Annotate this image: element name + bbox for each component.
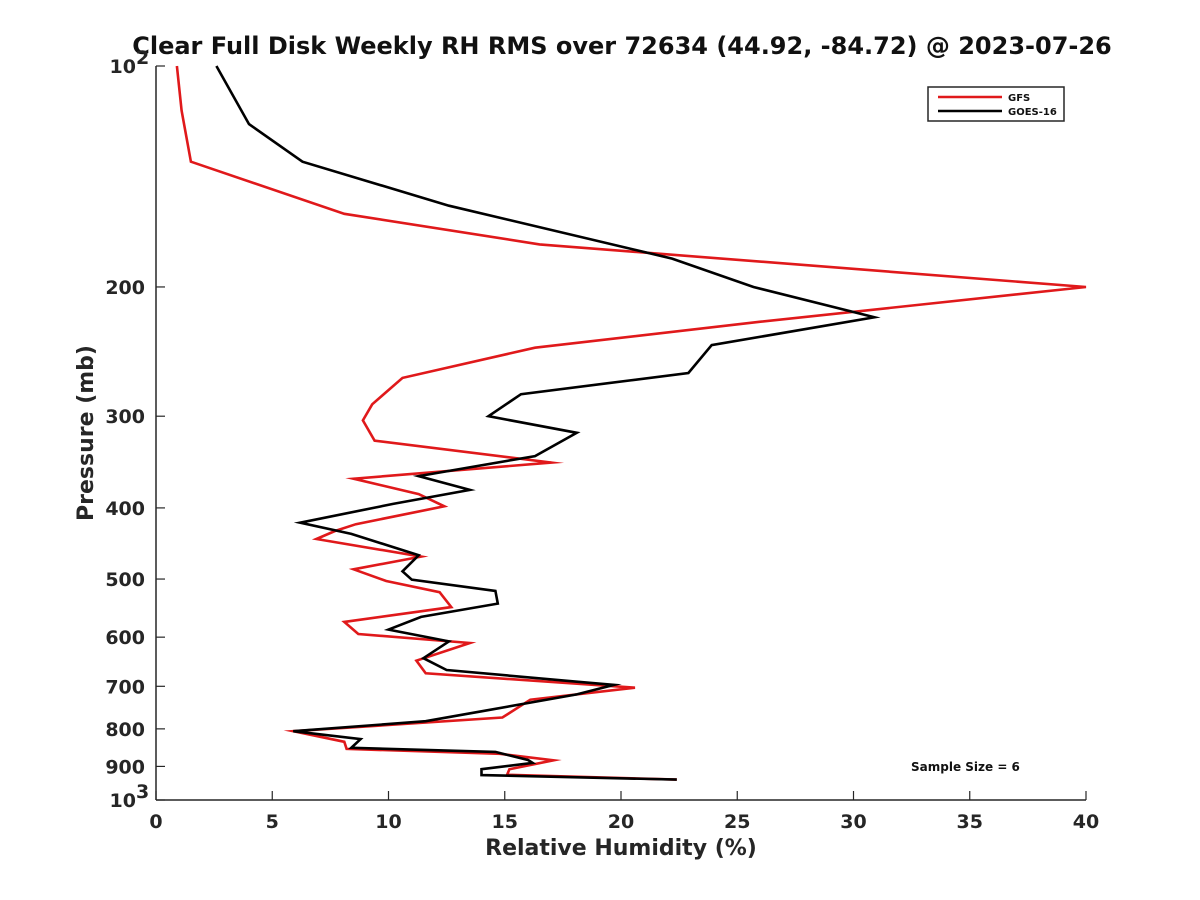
series-line-gfs <box>175 65 1087 781</box>
x-tick-label: 15 <box>492 811 518 833</box>
x-tick-label: 5 <box>266 811 279 833</box>
y-tick-label: 10 <box>110 56 136 78</box>
legend-box <box>927 86 1065 122</box>
y-tick-label: 200 <box>105 277 145 299</box>
x-tick-label: 20 <box>608 811 634 833</box>
y-tick-label: 500 <box>105 569 145 591</box>
x-tick-label: 10 <box>375 811 401 833</box>
x-tick-label: 25 <box>724 811 750 833</box>
y-tick-label: 900 <box>105 756 145 778</box>
x-tick-label: 0 <box>149 811 162 833</box>
y-axis-label: Pressure (mb) <box>74 345 99 521</box>
y-tick-label: 400 <box>105 498 145 520</box>
x-tick-label: 40 <box>1073 811 1099 833</box>
y-tick-label: 300 <box>105 406 145 428</box>
legend: GFS GOES-16 <box>927 86 1065 122</box>
plot-area <box>156 66 1086 800</box>
y-tick-label: 10 <box>110 790 136 812</box>
sample-size-annotation: Sample Size = 6 <box>911 760 1020 774</box>
series-layer <box>175 65 1087 781</box>
series-line-goes16 <box>215 65 881 781</box>
legend-label-gfs: GFS <box>1008 93 1030 104</box>
y-tick-label: 700 <box>105 676 145 698</box>
x-axis-label: Relative Humidity (%) <box>485 836 757 861</box>
y-tick-label: 600 <box>105 627 145 649</box>
legend-label-goes16: GOES-16 <box>1008 107 1057 118</box>
x-tick-labels: 0 5 10 15 20 25 30 35 40 <box>149 811 1099 833</box>
x-tick-label: 35 <box>957 811 983 833</box>
y-tick-label: 800 <box>105 719 145 741</box>
y-tick-exponent: 3 <box>136 781 149 803</box>
chart-title: Clear Full Disk Weekly RH RMS over 72634… <box>132 32 1112 60</box>
x-tick-label: 30 <box>840 811 866 833</box>
y-tick-exponent: 2 <box>136 47 149 69</box>
